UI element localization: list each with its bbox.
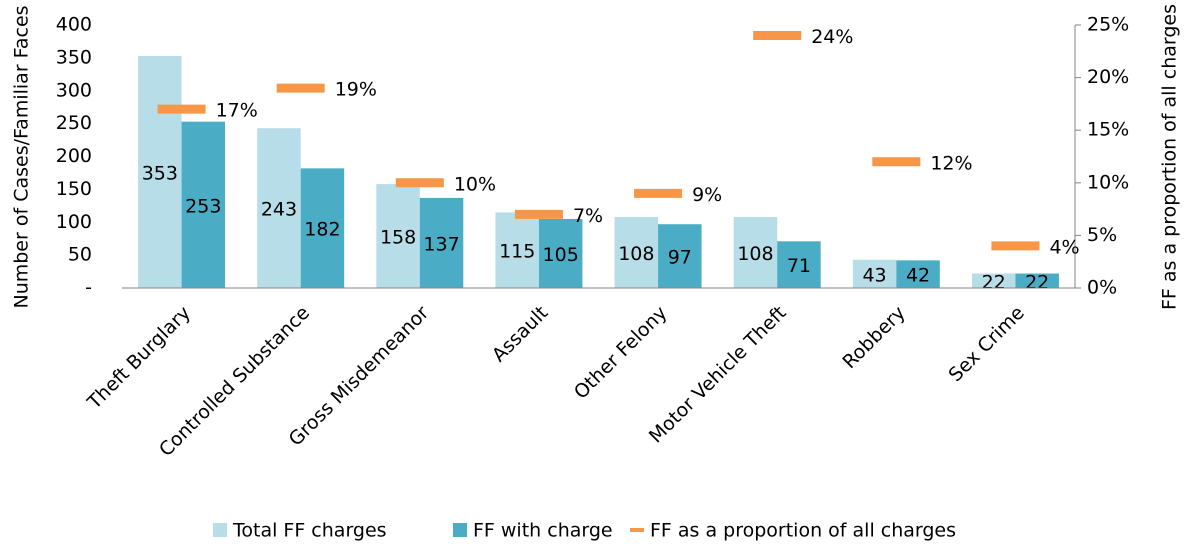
y2-tick-label: 5%: [1087, 224, 1117, 246]
data-label: 243: [261, 199, 297, 221]
data-label: 17%: [216, 100, 258, 122]
bar: [896, 260, 940, 288]
data-label: 97: [668, 247, 692, 269]
data-label: 105: [543, 244, 579, 266]
data-label: 108: [737, 243, 773, 265]
data-label: 108: [618, 243, 654, 265]
data-label: 253: [185, 195, 221, 217]
x-tick-label: Assault: [488, 302, 553, 367]
y-tick-label: -: [85, 277, 92, 299]
bar: [852, 259, 897, 288]
data-label: 19%: [335, 79, 377, 101]
bar: [538, 218, 583, 288]
y2-axis-label: FF as a proportion of all charges: [1159, 4, 1181, 310]
data-label: 71: [787, 255, 811, 277]
data-label: 22: [982, 271, 1006, 293]
data-label: 182: [304, 219, 340, 241]
y-tick-label: 350: [56, 46, 92, 68]
y2-tick-label: 25%: [1087, 14, 1129, 36]
bar: [300, 168, 345, 288]
bar: [495, 212, 539, 288]
data-label: 12%: [930, 152, 972, 174]
data-label: 4%: [1049, 236, 1079, 258]
x-tick-label: Motor Vehicle Theft: [645, 302, 791, 448]
x-tick-label: Robbery: [838, 302, 909, 373]
legend-swatch: [213, 523, 227, 537]
y-tick-label: 400: [56, 14, 92, 36]
data-label: 353: [142, 162, 178, 184]
y2-tick-label: 0%: [1087, 277, 1117, 299]
legend-swatch: [453, 523, 467, 537]
bar: [181, 121, 226, 288]
bar: [733, 216, 778, 288]
data-label: 115: [499, 241, 535, 263]
x-tick-label: Sex Crime: [945, 302, 1029, 386]
data-label: 137: [423, 233, 459, 255]
data-label: 158: [380, 227, 416, 249]
bar: [138, 55, 182, 289]
x-tick-label: Theft Burglary: [83, 302, 195, 414]
data-label: 24%: [811, 26, 853, 48]
y-tick-label: 100: [56, 211, 92, 233]
bar: [658, 224, 702, 288]
bar: [419, 197, 464, 288]
y-tick-label: 300: [56, 79, 92, 101]
legend-label: FF as a proportion of all charges: [650, 520, 956, 542]
y2-tick-label: 15%: [1087, 119, 1129, 141]
data-label: 43: [862, 264, 886, 286]
y-axis-label: Number of Cases/Familiar Faces: [11, 5, 33, 308]
legend-label: FF with charge: [473, 520, 613, 542]
data-label: 9%: [692, 184, 722, 206]
bar: [257, 128, 301, 288]
bar: [614, 216, 659, 288]
y-tick-label: 200: [56, 145, 92, 167]
y2-tick-label: 10%: [1087, 171, 1129, 193]
legend-label: Total FF charges: [232, 520, 387, 542]
data-label: 22: [1025, 271, 1049, 293]
x-tick-label: Other Felony: [570, 302, 672, 404]
y-tick-label: 50: [68, 244, 92, 266]
data-label: 42: [906, 265, 930, 287]
y2-tick-label: 20%: [1087, 66, 1129, 88]
bar: [971, 273, 1016, 288]
bar: [777, 241, 821, 288]
y-tick-label: 250: [56, 112, 92, 134]
bar: [1015, 273, 1059, 288]
data-label: 10%: [454, 173, 496, 195]
bar: [376, 184, 420, 288]
data-label: 7%: [573, 205, 603, 227]
y-tick-label: 150: [56, 178, 92, 200]
